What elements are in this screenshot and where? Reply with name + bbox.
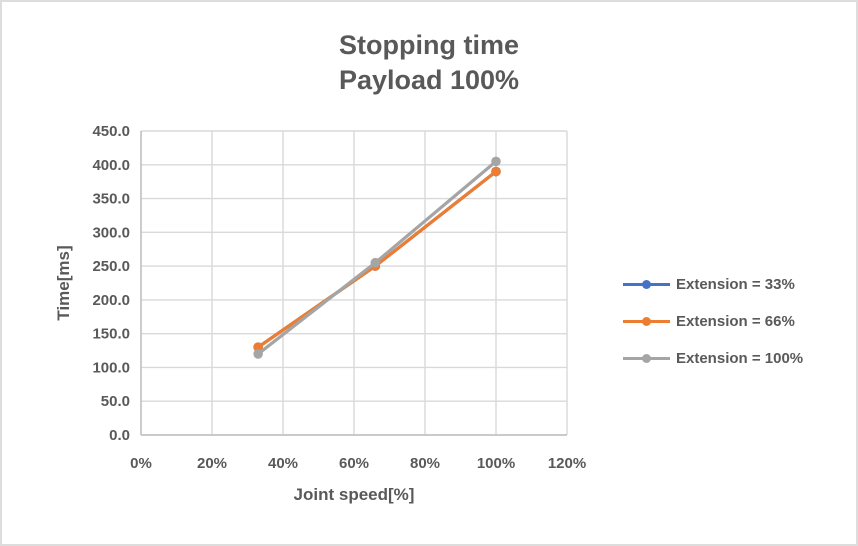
y-tick-label: 400.0 xyxy=(92,157,130,174)
data-point xyxy=(491,166,501,177)
data-point xyxy=(491,156,501,167)
legend-label: Extension = 100% xyxy=(676,350,804,367)
legend-label: Extension = 33% xyxy=(676,276,795,293)
data-point xyxy=(253,349,263,359)
y-axis-title: Time[ms] xyxy=(54,245,73,321)
data-point xyxy=(253,342,263,352)
y-tick-label: 250.0 xyxy=(92,258,130,275)
legend-line-marker-icon xyxy=(623,317,670,327)
y-tick-label: 150.0 xyxy=(92,326,130,343)
legend-label: Extension = 66% xyxy=(676,313,795,330)
x-tick-label: 0% xyxy=(130,455,152,472)
x-axis-title: Joint speed[%] xyxy=(293,485,415,504)
y-tick-label: 300.0 xyxy=(92,224,130,241)
y-tick-label: 200.0 xyxy=(92,292,130,309)
legend-item-extension-100[interactable]: Extension = 100% xyxy=(623,340,803,377)
legend-line-marker-icon xyxy=(623,354,670,364)
x-tick-label: 60% xyxy=(339,455,369,472)
legend-item-extension-66[interactable]: Extension = 66% xyxy=(623,303,803,340)
x-tick-label: 20% xyxy=(197,455,227,472)
x-tick-label: 80% xyxy=(410,455,440,472)
legend: Extension = 33% Extension = 66% Extensio… xyxy=(623,266,803,377)
x-tick-label: 120% xyxy=(548,455,586,472)
series-line-2 xyxy=(256,159,498,356)
legend-line-marker-icon xyxy=(623,280,670,290)
y-tick-label: 450.0 xyxy=(92,123,130,140)
y-tick-label: 50.0 xyxy=(101,393,130,410)
data-point xyxy=(370,257,381,268)
y-tick-label: 350.0 xyxy=(92,191,130,208)
x-tick-label: 100% xyxy=(477,455,515,472)
chart-title: Stopping time Payload 100% xyxy=(2,28,856,98)
y-tick-label: 100.0 xyxy=(92,359,130,376)
y-tick-label: 0.0 xyxy=(109,427,130,444)
x-tick-label: 40% xyxy=(268,455,298,472)
legend-item-extension-33[interactable]: Extension = 33% xyxy=(623,266,803,303)
chart-title-line1: Stopping time xyxy=(339,30,519,60)
chart-title-line2: Payload 100% xyxy=(338,65,520,95)
